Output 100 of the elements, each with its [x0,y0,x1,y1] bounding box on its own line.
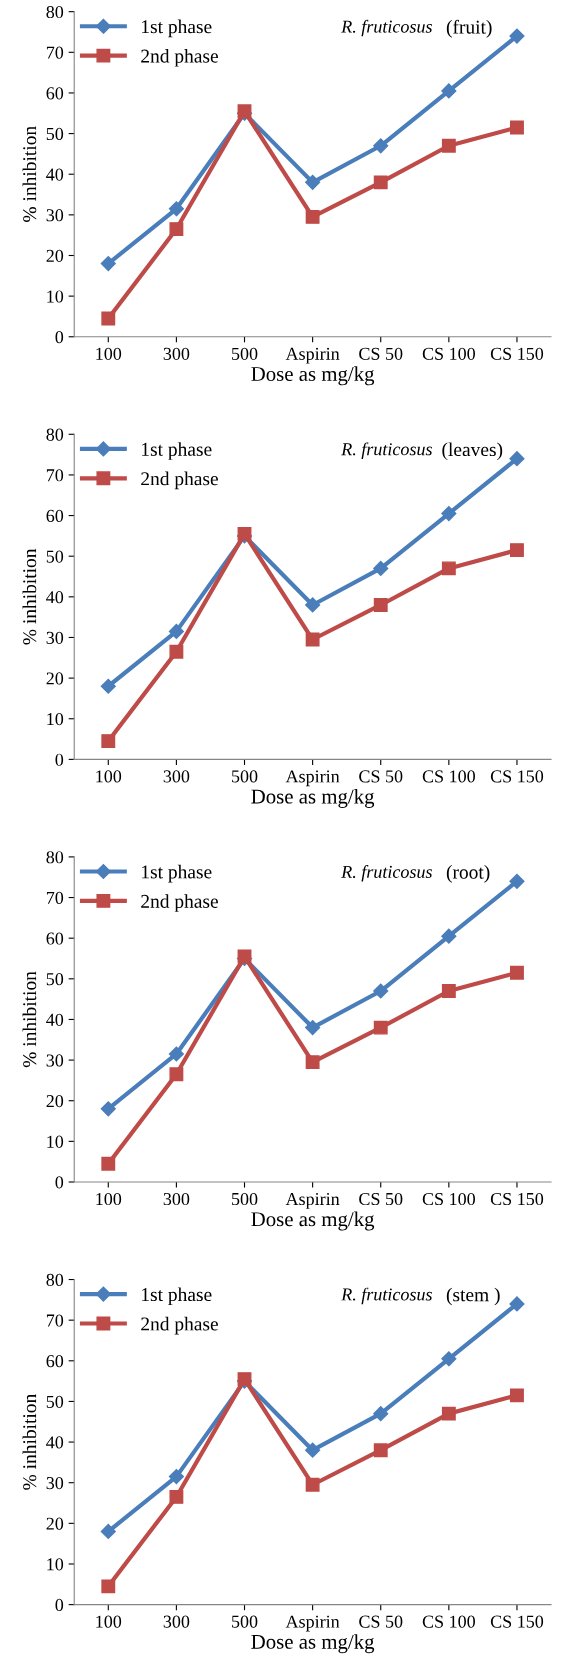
point [510,120,524,135]
x-axis-title: Dose as mg/kg [251,788,375,808]
x-tick-label: 300 [163,1615,190,1628]
x-axis-title: Dose as mg/kg [251,1634,375,1654]
x-tick-label: Aspirin [285,770,340,787]
y-tick-label: 10 [47,290,64,303]
point [100,678,116,694]
x-tick-label: CS 100 [422,770,475,783]
y-tick-label: 60 [46,1355,64,1368]
point [441,984,456,998]
point [305,1477,320,1492]
x-axis-title: Dose as mg/kg [251,1211,375,1231]
x-tick-label: CS 100 [422,1615,475,1628]
y-tick-label: 40 [46,168,64,181]
x-tick-label: 500 [232,1192,258,1206]
point [168,1046,184,1062]
point [373,175,388,190]
point [509,873,525,889]
y-tick-label: 80 [46,5,64,19]
point [169,1067,184,1082]
x-tick-label: CS 150 [490,347,544,360]
point [100,1523,116,1540]
point [101,1579,116,1594]
x-tick-label: 100 [96,347,122,360]
point [441,505,457,522]
point [373,560,389,576]
x-tick-label: CS 50 [359,1615,403,1628]
x-tick-label: CS 150 [490,1192,544,1206]
y-tick-label: 60 [46,509,64,523]
point [169,1489,184,1504]
chart-title: R. fruticosus (root) [341,865,490,883]
x-tick-label: 500 [232,347,258,360]
point [441,561,456,576]
x-tick-label: CS 100 [422,1192,475,1206]
y-tick-label: 70 [46,46,64,59]
point [373,1443,388,1458]
point [373,138,389,154]
y-tick-label: 40 [46,1013,64,1026]
y-tick-label: 70 [46,891,64,904]
legend-label: 2nd phase [141,894,218,912]
legend-label: 2nd phase [141,48,218,67]
y-tick-label: 20 [46,672,64,685]
point [509,28,525,44]
x-tick-label: 100 [96,1192,122,1206]
y-tick-label: 80 [46,428,64,441]
y-tick-label: 30 [46,1476,64,1490]
y-tick-label: 50 [46,973,64,986]
x-tick-label: 100 [96,1615,122,1628]
y-tick-label: 20 [46,249,64,262]
point [441,138,456,153]
x-tick-label: Aspirin [285,347,340,364]
y-tick-label: 0 [55,1598,64,1612]
x-tick-label: CS 50 [359,770,403,783]
x-tick-label: CS 100 [422,347,475,360]
y-tick-label: 20 [46,1094,64,1108]
point [441,928,457,944]
y-tick-label: 0 [55,753,64,766]
point [305,632,320,647]
point [100,1101,116,1117]
y-axis-title: % inhibition [22,126,37,222]
legend-label: 2nd phase [141,471,218,490]
y-tick-label: 40 [46,1436,64,1449]
point [168,201,184,217]
x-tick-label: 300 [163,770,190,783]
x-tick-label: CS 50 [359,347,403,360]
x-tick-label: Aspirin [285,1192,340,1209]
y-tick-label: 10 [47,1558,64,1571]
point [509,1296,525,1312]
point [305,174,321,190]
y-tick-label: 20 [46,1517,64,1530]
point [509,451,525,467]
y-tick-label: 30 [46,1054,64,1067]
y-axis-title: % inhibition [22,971,37,1068]
y-tick-label: 70 [46,469,64,482]
point [305,209,320,224]
point [169,222,184,237]
point [101,311,116,326]
point [441,1406,456,1421]
point [168,1469,184,1485]
legend-label: 1st phase [142,1287,212,1306]
y-tick-label: 50 [46,550,64,563]
chart-title: R. fruticosus (fruit) [341,19,492,38]
point [373,598,388,612]
y-tick-label: 80 [46,1273,64,1286]
y-tick-label: 0 [55,1176,64,1189]
point [510,1388,524,1403]
x-axis-title: Dose as mg/kg [251,366,375,386]
legend-label: 1st phase [142,19,212,38]
y-axis-title: % inhibition [22,1394,37,1490]
point [305,1055,320,1070]
point [305,597,321,613]
chart-title: R. fruticosus (stem ) [341,1287,500,1306]
y-tick-label: 10 [47,1135,64,1148]
y-tick-label: 70 [46,1314,64,1327]
legend-label: 2nd phase [141,1316,218,1335]
x-tick-label: Aspirin [285,1615,340,1632]
y-tick-label: 10 [47,713,64,726]
x-tick-label: 300 [163,347,190,360]
y-tick-label: 50 [46,127,64,141]
y-axis-title: % inhibition [22,548,37,645]
